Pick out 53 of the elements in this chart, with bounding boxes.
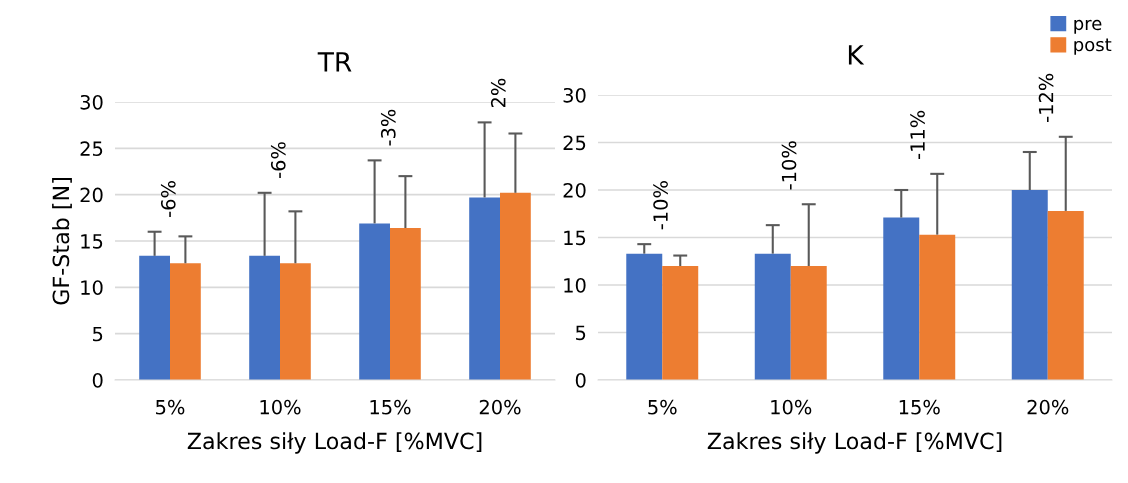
bar [1011, 190, 1048, 380]
bar [1047, 210, 1084, 380]
x-tick-label: 5% [648, 399, 677, 415]
bar [390, 228, 421, 380]
bar [280, 263, 311, 380]
bar [500, 192, 531, 380]
bar [790, 266, 827, 380]
bar [139, 255, 170, 380]
y-tick-label: 25 [563, 135, 586, 151]
x-axis-title: Zakres siły Load-F [%MVC] [187, 432, 482, 454]
annotation: -11% [910, 110, 925, 160]
y-tick-label: 20 [563, 182, 586, 198]
annotation: -6% [160, 181, 176, 217]
annotation: -10% [781, 141, 797, 190]
legend-label: pre [1074, 19, 1102, 34]
y-tick-label: 30 [80, 94, 103, 110]
y-tick-label: 0 [575, 372, 586, 388]
y-axis-title: GF-Stab [N] [52, 178, 72, 305]
annotation: 2% [490, 78, 506, 108]
annotation: -3% [380, 109, 396, 146]
y-tick-label: 25 [80, 141, 103, 156]
annotation: -10% [653, 181, 668, 230]
x-tick-label: 10% [771, 399, 812, 415]
y-tick-label: 15 [564, 230, 586, 246]
bar [662, 266, 699, 380]
bar [359, 223, 390, 380]
x-tick-label: 10% [260, 399, 301, 415]
annotation: -6% [270, 142, 286, 178]
legend-label: post [1074, 38, 1112, 55]
y-tick-label: 10 [81, 280, 103, 295]
bar [754, 253, 791, 380]
chart-title: TR [317, 52, 352, 72]
chart-title: K [848, 45, 865, 65]
y-tick-label: 30 [563, 87, 586, 103]
bar [170, 263, 201, 380]
bar [249, 255, 280, 380]
x-tick-label: 15% [899, 399, 940, 415]
annotation: -12% [1038, 73, 1054, 122]
bar [883, 217, 920, 380]
bar [469, 197, 500, 380]
x-tick-label: 20% [1027, 399, 1069, 415]
y-tick-label: 10 [564, 277, 586, 293]
x-axis-title: Zakres siły Load-F [%MVC] [707, 432, 1002, 454]
x-tick-label: 20% [479, 399, 521, 415]
bar [919, 234, 956, 380]
y-tick-label: 15 [81, 234, 103, 249]
x-tick-label: 5% [156, 399, 185, 415]
y-tick-label: 0 [92, 372, 103, 388]
y-tick-label: 5 [576, 325, 586, 341]
x-tick-label: 15% [370, 399, 411, 415]
y-tick-label: 20 [80, 187, 103, 203]
y-tick-label: 5 [93, 326, 103, 342]
bar [626, 253, 663, 380]
